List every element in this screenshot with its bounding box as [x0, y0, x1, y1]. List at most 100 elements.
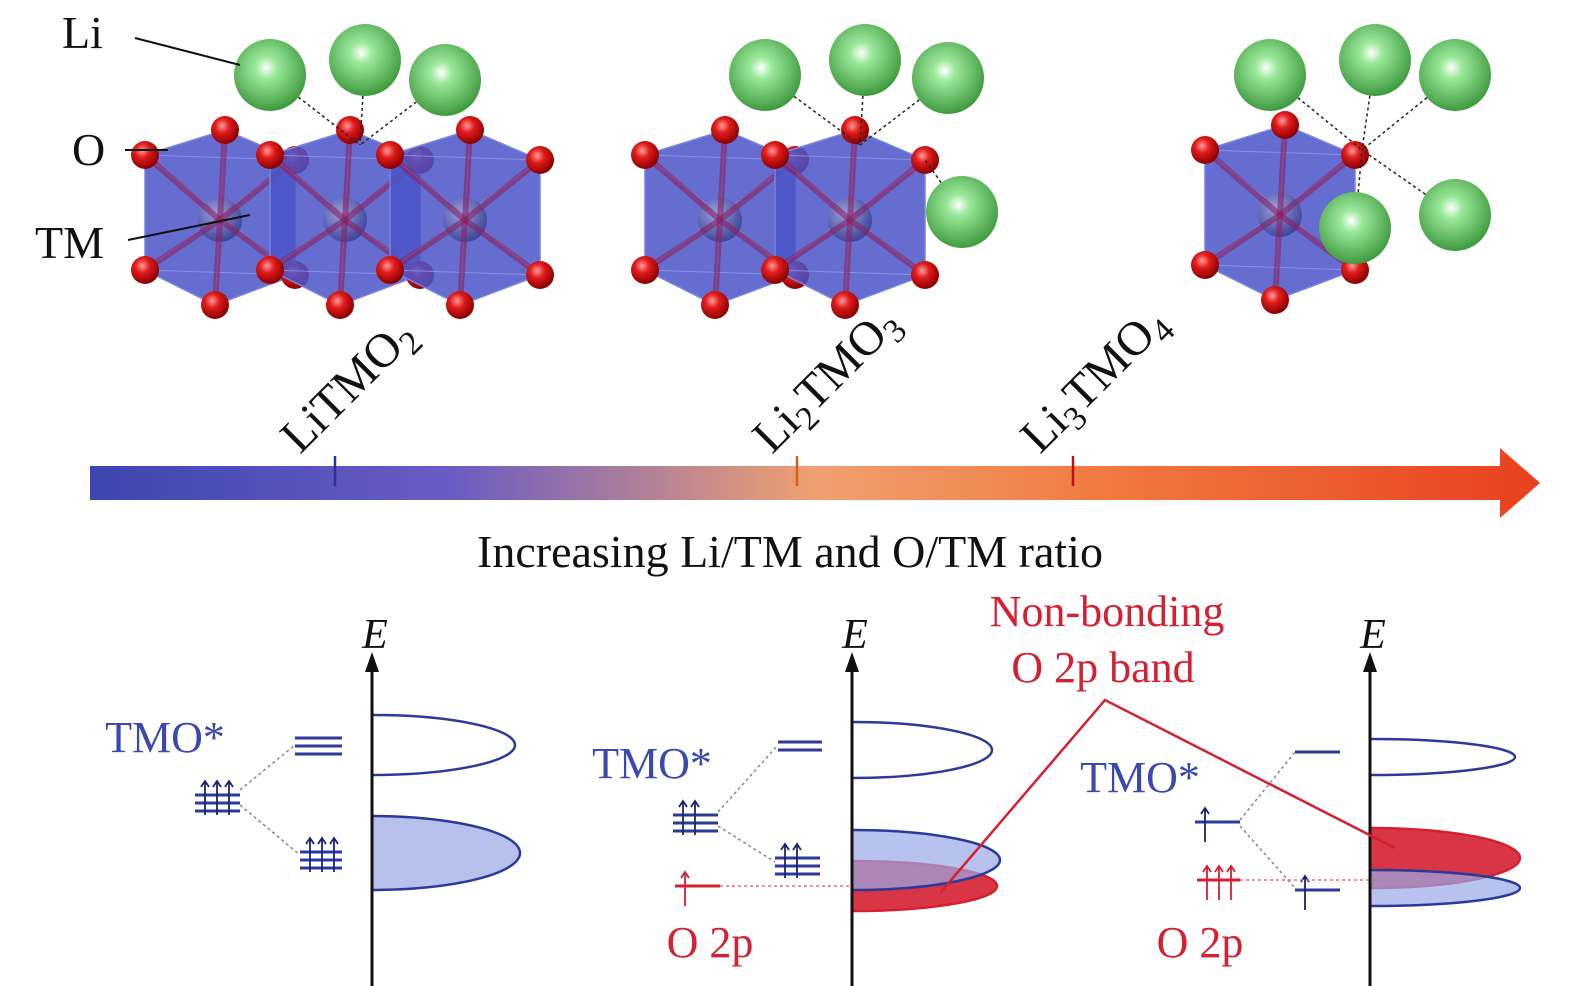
band — [371, 814, 522, 892]
li-atom — [329, 24, 401, 96]
electron-spin — [200, 779, 210, 815]
electron-spin — [792, 842, 802, 878]
leader — [134, 37, 241, 66]
tm-o-bond — [717, 129, 728, 221]
connector — [1239, 751, 1296, 821]
ratio-arrow — [90, 448, 1540, 518]
energy-label: E — [841, 612, 868, 658]
band — [1369, 737, 1517, 777]
energy-label: E — [361, 612, 388, 658]
li-atom — [1234, 39, 1306, 111]
callout-line: O 2p band — [1011, 643, 1194, 692]
li-atom — [1419, 179, 1491, 251]
li-atom — [1319, 192, 1391, 264]
electron-spin — [212, 779, 222, 815]
o-atom — [131, 141, 159, 169]
octahedron-edge — [1204, 149, 1356, 156]
tm-o-bond — [268, 152, 347, 223]
connector — [239, 744, 296, 791]
octahedron-edge — [774, 269, 926, 276]
tm-o-bond — [388, 152, 467, 223]
electron-spin — [678, 799, 688, 835]
o-atom — [376, 141, 404, 169]
tm-o-bond — [143, 152, 222, 223]
callout-line: Non-bonding — [990, 587, 1225, 636]
li-atom — [409, 44, 481, 116]
octahedron-edge — [1204, 264, 1356, 271]
tm-o-bond — [643, 152, 722, 223]
electron-spin — [690, 799, 700, 835]
formula: LiTMO2 — [270, 308, 430, 468]
atom-label: Li — [62, 7, 103, 58]
o-atom — [1271, 111, 1299, 139]
electron-spin — [1214, 864, 1224, 900]
electron-spin — [1226, 864, 1236, 900]
o-atom — [841, 116, 869, 144]
o-atom — [631, 141, 659, 169]
o-atom — [256, 141, 284, 169]
connector — [717, 825, 776, 863]
o-atom — [711, 116, 739, 144]
tmo-label: TMO* — [1080, 753, 1200, 802]
o-atom — [201, 291, 229, 319]
octahedron-edge — [774, 154, 926, 161]
o-atom — [256, 256, 284, 284]
tmo-label: TMO* — [105, 713, 225, 762]
o-atom — [831, 291, 859, 319]
tm-o-bond — [463, 217, 542, 278]
tm-o-bond — [462, 129, 473, 221]
electron-spin — [329, 836, 339, 872]
electron-spin — [680, 870, 690, 906]
li-atom — [234, 39, 306, 111]
tm-o-bond — [848, 217, 927, 278]
axis-arrowhead — [1363, 652, 1377, 672]
tm-o-bond — [643, 217, 722, 273]
formula-text: LiTMO — [270, 320, 413, 463]
tm-o-bond — [342, 129, 353, 221]
band — [851, 720, 994, 780]
connector — [717, 744, 779, 813]
formula: Li3TMO4 — [1010, 296, 1182, 468]
o-atom — [526, 261, 554, 289]
o-atom — [376, 256, 404, 284]
tm-o-bond — [1203, 147, 1282, 218]
atom-label: TM — [35, 217, 104, 268]
o-atom — [456, 116, 484, 144]
o-atom — [911, 146, 939, 174]
tm-o-bond — [217, 129, 228, 221]
li-atom — [912, 42, 984, 114]
electron-spin — [1202, 864, 1212, 900]
o-atom — [211, 116, 239, 144]
o-atom — [336, 116, 364, 144]
o-atom — [631, 256, 659, 284]
o-atom — [131, 256, 159, 284]
o-atom — [326, 291, 354, 319]
band — [371, 713, 517, 777]
tm-o-bond — [388, 217, 467, 273]
tm-o-bond — [848, 157, 927, 223]
o-atom — [1191, 136, 1219, 164]
tm-o-bond — [773, 217, 852, 273]
octahedron-edge — [389, 154, 541, 161]
tm-o-bond — [463, 157, 542, 223]
tm-o-bond — [1272, 214, 1283, 301]
tm-o-bond — [1203, 212, 1282, 268]
band — [851, 828, 1002, 892]
connector — [239, 804, 301, 856]
tm-o-bond — [712, 219, 723, 306]
o-atom — [701, 291, 729, 319]
leader — [127, 214, 251, 241]
energy-diagrams: E TMO* E TMO* O 2p E TMO* O 2p — [105, 612, 1522, 986]
connector — [1239, 825, 1296, 889]
axis-arrowhead — [845, 652, 859, 672]
o-atom — [761, 141, 789, 169]
o-atom — [526, 146, 554, 174]
electron-spin — [1300, 874, 1310, 910]
callout-pointer — [939, 698, 1396, 894]
tm-o-bond — [337, 219, 348, 306]
li-atom — [1419, 39, 1491, 111]
tm-o-bond — [457, 219, 468, 306]
o2p-label: O 2p — [1157, 918, 1244, 967]
